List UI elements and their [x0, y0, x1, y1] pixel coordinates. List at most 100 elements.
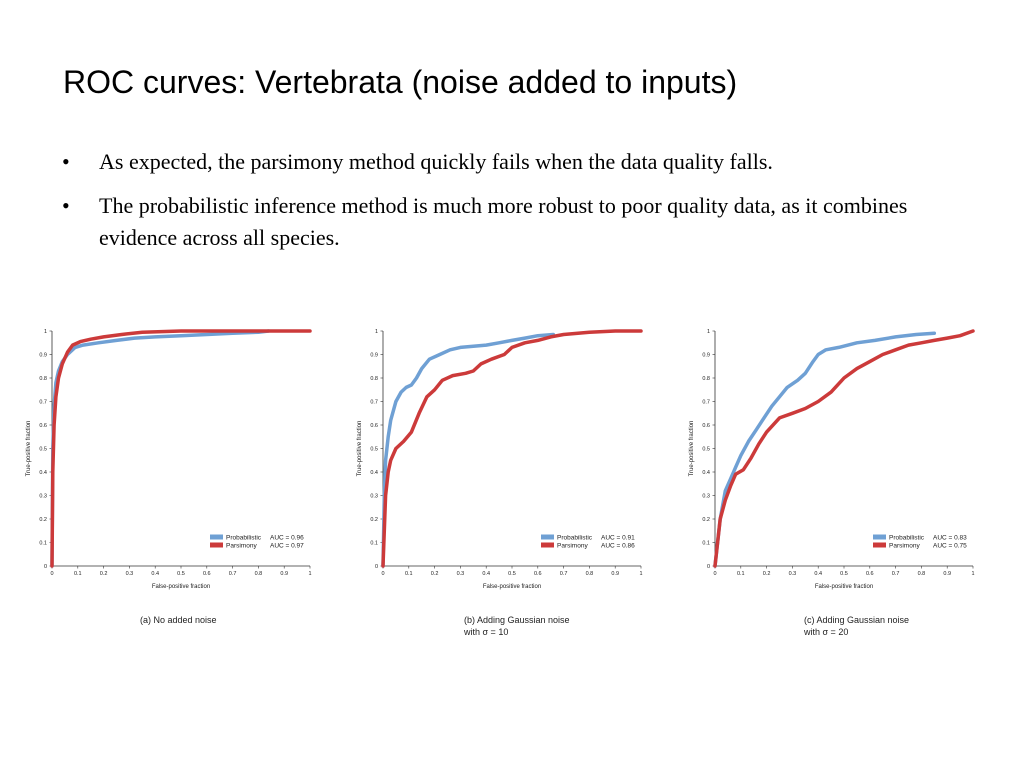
y-tick-label: 0.9 [39, 353, 47, 359]
legend-label: Probabilistic [889, 535, 925, 542]
legend-label: Probabilistic [226, 535, 262, 542]
y-tick-label: 0.9 [370, 353, 378, 359]
y-tick-label: 1 [707, 329, 710, 335]
legend-auc-label: AUC = 0.96 [270, 535, 304, 542]
legend-swatch-probabilistic [210, 534, 223, 540]
x-axis-label: False-positive fraction [815, 584, 873, 590]
y-tick-label: 0.2 [39, 517, 47, 523]
x-tick-label: 0.7 [229, 571, 237, 577]
x-axis-label: False-positive fraction [152, 584, 210, 590]
y-tick-label: 0.7 [39, 400, 47, 406]
legend-swatch-probabilistic [873, 534, 886, 540]
roc-chart-sigma-10: 0 0.1 0.2 0.3 0.4 0.5 0.6 0.7 0.8 0.9 1 0 0.1 0.2 0.3 0… [351, 318, 651, 590]
series-line-parsimony [50, 329, 312, 568]
roc-plot-svg: 0 0.1 0.2 0.3 0.4 0.5 0.6 0.7 0.8 0.9 1 0 0.1 0.2 0.3 0… [357, 329, 643, 590]
x-tick-label: 0.4 [151, 571, 159, 577]
x-tick-label: 0.5 [508, 571, 516, 577]
x-tick-label: 1 [639, 571, 642, 577]
legend-label: Parsimony [226, 543, 257, 550]
legend-auc-label: AUC = 0.97 [270, 543, 304, 550]
series-line-probabilistic [381, 332, 556, 568]
x-tick-label: 0.6 [534, 571, 542, 577]
x-axis-label: False-positive fraction [483, 584, 541, 590]
x-tick-label: 0.3 [457, 571, 465, 577]
roc-chart-no-noise: 0 0.1 0.2 0.3 0.4 0.5 0.6 0.7 0.8 0.9 1 0 0.1 0.2 0.3 0… [20, 318, 320, 590]
x-tick-label: 0.4 [814, 571, 822, 577]
legend-auc-label: AUC = 0.91 [601, 535, 635, 542]
x-tick-label: 0.7 [892, 571, 900, 577]
x-tick-label: 0.1 [74, 571, 82, 577]
x-tick-label: 0.3 [126, 571, 134, 577]
x-tick-label: 0.4 [482, 571, 490, 577]
y-tick-label: 0.2 [702, 517, 710, 523]
legend-label: Probabilistic [557, 535, 593, 542]
y-tick-label: 0.3 [702, 494, 710, 500]
legend-swatch-parsimony [210, 542, 223, 548]
legend-auc-label: AUC = 0.83 [933, 535, 967, 542]
x-tick-label: 1 [971, 571, 974, 577]
x-tick-label: 0 [381, 571, 384, 577]
y-tick-label: 0.4 [702, 470, 710, 476]
x-tick-label: 0 [713, 571, 716, 577]
x-tick-label: 0.8 [586, 571, 594, 577]
x-tick-label: 0.6 [866, 571, 874, 577]
x-tick-label: 0.5 [840, 571, 848, 577]
legend-swatch-parsimony [541, 542, 554, 548]
bullet-item: • The probabilistic inference method is … [62, 190, 962, 254]
series-line-parsimony [381, 329, 643, 568]
y-tick-label: 0 [707, 564, 710, 570]
x-tick-label: 0.9 [611, 571, 619, 577]
legend-label: Parsimony [889, 543, 920, 550]
y-tick-label: 0.5 [39, 447, 47, 453]
y-tick-label: 0.6 [39, 423, 47, 429]
y-tick-label: 0.8 [370, 376, 378, 382]
y-tick-label: 0.4 [39, 470, 47, 476]
y-tick-label: 0.5 [702, 447, 710, 453]
x-tick-label: 0.3 [789, 571, 797, 577]
y-axis-label: True-positive fraction [689, 421, 695, 477]
y-tick-label: 0.9 [702, 353, 710, 359]
legend-auc-label: AUC = 0.86 [601, 543, 635, 550]
bullet-item: • As expected, the parsimony method quic… [62, 146, 962, 178]
roc-plot-svg: 0 0.1 0.2 0.3 0.4 0.5 0.6 0.7 0.8 0.9 1 0 0.1 0.2 0.3 0… [689, 329, 975, 590]
series-line-probabilistic [713, 331, 937, 568]
chart-caption-b: (b) Adding Gaussian noise with σ = 10 [464, 615, 570, 637]
y-tick-label: 0.6 [702, 423, 710, 429]
x-tick-label: 0.9 [280, 571, 288, 577]
x-tick-label: 0.5 [177, 571, 185, 577]
x-tick-label: 0.2 [431, 571, 439, 577]
roc-plot-svg: 0 0.1 0.2 0.3 0.4 0.5 0.6 0.7 0.8 0.9 1 0 0.1 0.2 0.3 0… [26, 329, 312, 590]
y-tick-label: 0.7 [370, 400, 378, 406]
y-tick-label: 0.7 [702, 400, 710, 406]
y-tick-label: 0.3 [39, 494, 47, 500]
y-tick-label: 0.8 [702, 376, 710, 382]
x-tick-label: 0.2 [100, 571, 108, 577]
legend-label: Parsimony [557, 543, 588, 550]
y-tick-label: 0.6 [370, 423, 378, 429]
bullet-text: As expected, the parsimony method quickl… [99, 149, 773, 174]
x-tick-label: 0.8 [918, 571, 926, 577]
x-tick-label: 0.7 [560, 571, 568, 577]
y-axis-label: True-positive fraction [357, 421, 363, 477]
x-tick-label: 0.1 [405, 571, 413, 577]
roc-chart-sigma-20: 0 0.1 0.2 0.3 0.4 0.5 0.6 0.7 0.8 0.9 1 0 0.1 0.2 0.3 0… [683, 318, 983, 590]
y-tick-label: 0.5 [370, 447, 378, 453]
y-tick-label: 0.1 [39, 541, 47, 547]
bullet-marker: • [62, 149, 70, 174]
legend-auc-label: AUC = 0.75 [933, 543, 967, 550]
y-tick-label: 0 [44, 564, 47, 570]
chart-caption-c: (c) Adding Gaussian noise with σ = 20 [804, 615, 910, 637]
x-tick-label: 0 [50, 571, 53, 577]
series-line-parsimony [713, 329, 975, 568]
y-tick-label: 0.1 [370, 541, 378, 547]
x-tick-label: 0.2 [763, 571, 771, 577]
y-tick-label: 0 [375, 564, 378, 570]
x-tick-label: 0.6 [203, 571, 211, 577]
y-tick-label: 0.4 [370, 470, 378, 476]
y-tick-label: 0.1 [702, 541, 710, 547]
y-tick-label: 0.8 [39, 376, 47, 382]
x-tick-label: 1 [308, 571, 311, 577]
x-tick-label: 0.9 [943, 571, 951, 577]
y-tick-label: 0.3 [370, 494, 378, 500]
legend-swatch-parsimony [873, 542, 886, 548]
